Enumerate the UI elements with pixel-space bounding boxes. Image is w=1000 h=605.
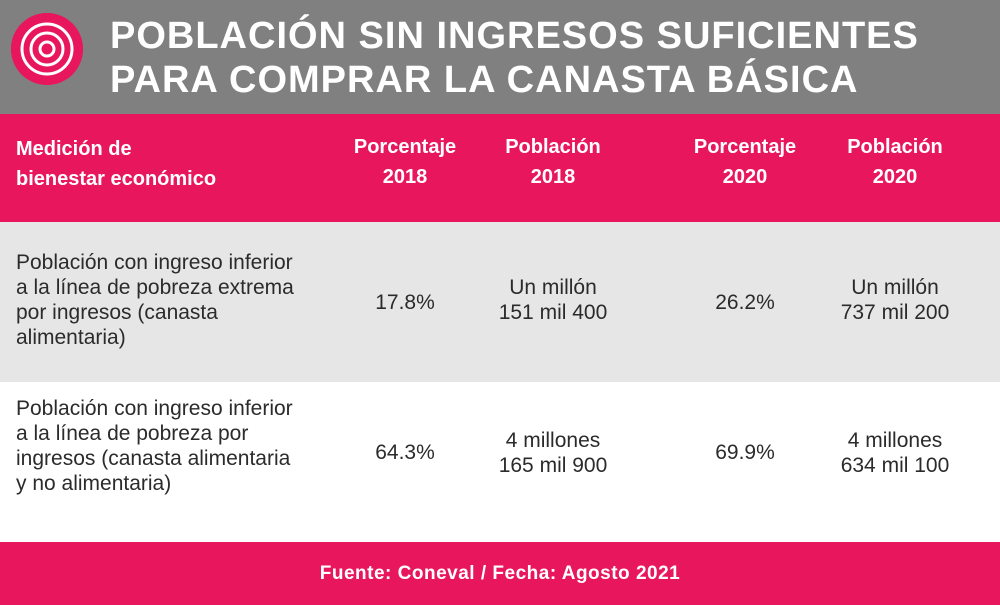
header-poblacion-2020-line1: Población xyxy=(847,136,943,158)
pop-2018-value: Un millón 151 mil 400 xyxy=(478,275,628,325)
source-text: Fuente: Coneval / Fecha: Agosto 2021 xyxy=(319,563,681,584)
pct-2018-value: 64.3% xyxy=(375,441,435,464)
pop-2020-line2: 737 mil 200 xyxy=(840,301,950,324)
pct-2020-value: 69.9% xyxy=(715,441,775,464)
title-bar: POBLACIÓN SIN INGRESOS SUFICIENTES PARA … xyxy=(0,0,1000,114)
pop-2020-value: 4 millones 634 mil 100 xyxy=(820,428,970,478)
header-medicion: Medición de bienestar económico xyxy=(16,134,316,194)
header-porcentaje-2018-line1: Porcentaje xyxy=(353,136,457,158)
header-medicion-line2: bienestar económico xyxy=(16,168,217,190)
pop-2018-value: 4 millones 165 mil 900 xyxy=(478,428,628,478)
table-header: Medición de bienestar económico Porcenta… xyxy=(0,114,1000,222)
header-poblacion-2020-line2: 2020 xyxy=(872,166,918,188)
source-footer: Fuente: Coneval / Fecha: Agosto 2021 xyxy=(0,542,1000,605)
header-porcentaje-2020: Porcentaje 2020 xyxy=(675,132,815,192)
header-poblacion-2018: Población 2018 xyxy=(478,132,628,192)
title-line-2: PARA COMPRAR LA CANASTA BÁSICA xyxy=(110,59,859,101)
pop-2018-line2: 151 mil 400 xyxy=(498,301,608,324)
row-label: Población con ingreso inferior a la líne… xyxy=(16,397,293,495)
pop-2018-line2: 165 mil 900 xyxy=(498,454,608,477)
pop-2018-line1: 4 millones xyxy=(505,429,601,452)
concentric-circles-logo-icon xyxy=(11,13,83,85)
pop-2020-value: Un millón 737 mil 200 xyxy=(820,275,970,325)
header-porcentaje-2020-line1: Porcentaje xyxy=(693,136,797,158)
header-medicion-line1: Medición de xyxy=(16,138,132,160)
header-porcentaje-2018-line2: 2018 xyxy=(382,166,428,188)
title-line-1: POBLACIÓN SIN INGRESOS SUFICIENTES xyxy=(110,15,919,57)
page-title: POBLACIÓN SIN INGRESOS SUFICIENTES PARA … xyxy=(110,14,990,102)
header-porcentaje-2018: Porcentaje 2018 xyxy=(335,132,475,192)
pop-2020-line2: 634 mil 100 xyxy=(840,454,950,477)
header-poblacion-2020: Población 2020 xyxy=(820,132,970,192)
pop-2020-line1: Un millón xyxy=(851,276,939,299)
table-row: Población con ingreso inferior a la líne… xyxy=(0,222,1000,382)
pct-2020-value: 26.2% xyxy=(715,291,775,314)
pct-2018-value: 17.8% xyxy=(375,291,435,314)
header-poblacion-2018-line1: Población xyxy=(505,136,601,158)
pop-2018-line1: Un millón xyxy=(509,276,597,299)
header-poblacion-2018-line2: 2018 xyxy=(530,166,576,188)
row-label: Población con ingreso inferior a la líne… xyxy=(16,251,294,349)
header-porcentaje-2020-line2: 2020 xyxy=(722,166,768,188)
table-row: Población con ingreso inferior a la líne… xyxy=(0,382,1000,542)
pop-2020-line1: 4 millones xyxy=(847,429,943,452)
